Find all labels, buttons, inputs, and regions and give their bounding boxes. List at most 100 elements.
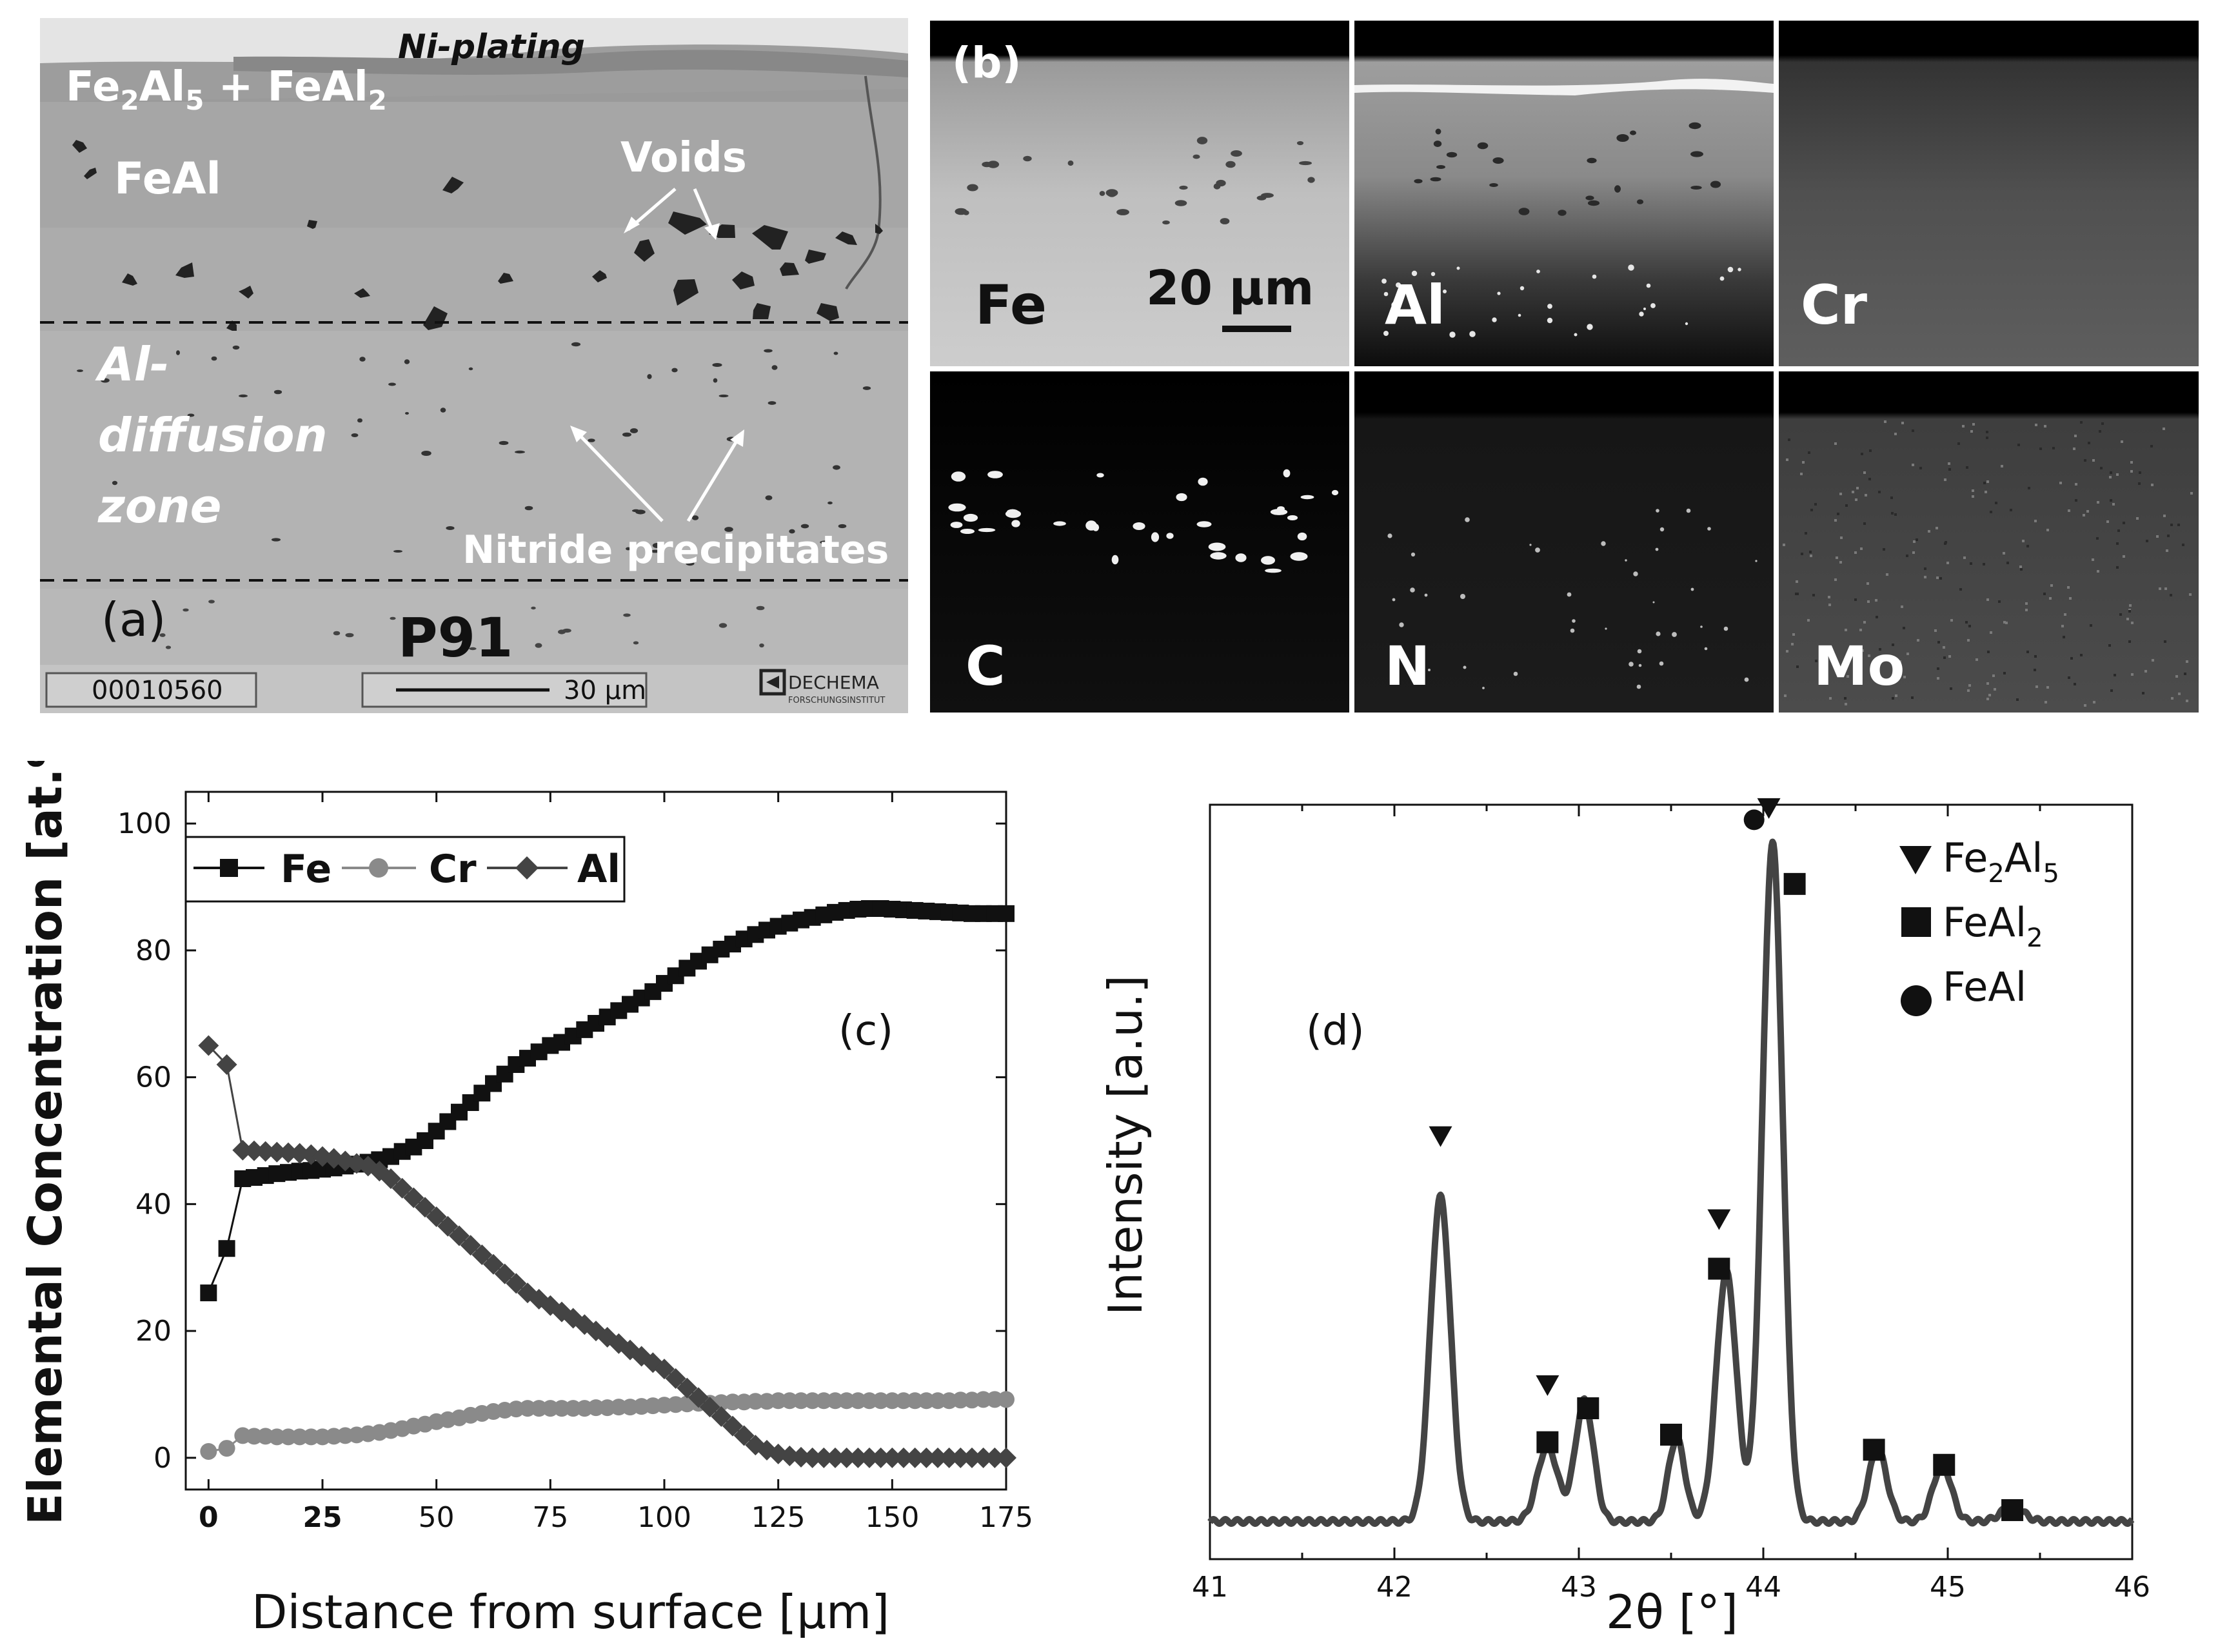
- nitride-spot: [1428, 669, 1431, 671]
- mo-map-noise: [1990, 511, 1992, 513]
- mo-map-noise: [1861, 649, 1864, 652]
- mo-map-noise: [2123, 522, 2125, 524]
- mo-map-noise: [1852, 491, 1854, 493]
- mo-map-noise: [2131, 622, 2134, 624]
- data-point-fe: [998, 905, 1015, 922]
- al-map-bright-spot: [1520, 286, 1525, 291]
- mo-map-noise: [1809, 551, 1812, 553]
- al-map-bright-spot: [1547, 317, 1553, 324]
- mo-map-noise: [1967, 639, 1970, 642]
- legend-feal2-marker: [1901, 907, 1931, 937]
- mo-map-noise: [2108, 644, 2111, 647]
- mo-map-noise: [1796, 580, 1798, 583]
- al-map-bright-spot: [1456, 266, 1460, 270]
- carbide-spot: [1290, 552, 1308, 561]
- fe-map-void: [1225, 161, 1236, 168]
- marker-feal: [1743, 809, 1765, 831]
- marker-fe2al5: [1429, 1126, 1452, 1147]
- marker-feal2: [1863, 1439, 1885, 1461]
- substrate-dot: [208, 600, 215, 604]
- mo-map-noise: [2189, 593, 2192, 596]
- al-map-void: [1435, 128, 1441, 135]
- data-point-al: [711, 1406, 732, 1427]
- substrate-dot: [122, 611, 127, 613]
- chart-c-ticks: 0 25 50 75 100 125 150 175 0 20 40 60 80 100: [117, 792, 1033, 1534]
- carbide-spot: [1011, 520, 1020, 527]
- al-map-void: [1489, 183, 1498, 187]
- nitride-precipitate-dot: [686, 561, 695, 566]
- data-point-al: [893, 1447, 914, 1468]
- mo-map-noise: [1829, 697, 1832, 700]
- al-map-void: [1430, 177, 1441, 182]
- void-shape: [72, 140, 87, 153]
- legend-feal-label: FeAl: [1943, 963, 2026, 1010]
- al-map-bright-spot: [1431, 271, 1436, 277]
- al-map-bright-spot: [1518, 313, 1521, 317]
- data-point-al: [403, 1187, 424, 1208]
- mo-map-noise: [1859, 629, 1862, 631]
- mo-map-noise: [1950, 619, 1953, 622]
- mo-map-noise: [1800, 473, 1803, 475]
- mo-map-noise: [2126, 618, 2129, 620]
- ni-plating-label: Ni-plating: [398, 28, 585, 66]
- nitride-precipitates-label: Nitride precipitates: [462, 527, 889, 573]
- al-map-surface-band: [1354, 79, 1774, 95]
- mo-map: [1779, 371, 2199, 713]
- substrate-dot: [623, 613, 631, 617]
- legend-feal-marker: [1901, 985, 1932, 1016]
- image-id-text: 00010560: [92, 676, 223, 705]
- cr-map: [1779, 21, 2199, 366]
- nitride-spot: [1424, 593, 1428, 597]
- mo-map-noise: [1892, 644, 1894, 646]
- panel-c-label: (c): [838, 1007, 893, 1055]
- panel-d-label: (d): [1306, 1007, 1365, 1055]
- data-point-al: [733, 1425, 755, 1446]
- substrate-dot: [345, 633, 354, 638]
- mo-map-noise: [1847, 675, 1849, 678]
- nitride-precipitate-dot: [827, 501, 833, 505]
- mo-map-noise: [1965, 621, 1968, 624]
- marker-feal2: [2001, 1499, 2024, 1521]
- carbide-spot: [1053, 521, 1066, 526]
- al-diffusion-label-2: diffusion: [98, 408, 328, 462]
- al-map-void: [1616, 134, 1629, 142]
- mo-map-noise: [1948, 468, 1951, 471]
- nitride-precipitate-dot: [767, 401, 777, 405]
- al-map-void: [1587, 157, 1597, 164]
- mo-map-noise: [1994, 688, 1996, 691]
- mo-map-noise: [1812, 594, 1815, 596]
- nitride-precipitate-dot: [652, 543, 662, 548]
- nitride-arrow-1: [574, 429, 664, 522]
- mo-map-noise: [1807, 619, 1810, 622]
- nitride-precipitate-dot: [405, 412, 409, 415]
- nitride-spot: [1567, 592, 1572, 597]
- voids-label: Voids: [620, 134, 747, 182]
- mo-map-noise: [1828, 604, 1831, 606]
- mo-map-noise: [1939, 577, 1942, 580]
- data-point-al: [278, 1142, 299, 1163]
- mo-map-noise: [1911, 696, 1914, 699]
- chart-c-ylabel: Elemental Concentration [at.%]: [18, 761, 72, 1525]
- mo-map-noise: [1950, 687, 1952, 690]
- mo-map-noise: [1944, 478, 1946, 481]
- data-point-al: [381, 1168, 401, 1190]
- nitride-spot: [1463, 665, 1467, 669]
- mo-map-noise: [2142, 692, 2144, 694]
- mo-map-noise: [1834, 578, 1837, 581]
- mo-map-noise: [2096, 537, 2099, 540]
- mo-map-noise: [1827, 653, 1829, 656]
- al-map-bright-spot: [1469, 331, 1476, 337]
- data-point-al: [460, 1235, 481, 1256]
- mo-map-noise: [2138, 482, 2141, 485]
- nitride-precipitate-dot: [440, 408, 446, 413]
- fe-map-void: [1179, 185, 1188, 190]
- x-tick-label: 45: [1930, 1571, 1966, 1604]
- nitride-spot: [1605, 627, 1607, 630]
- fe-map-void: [967, 184, 978, 192]
- nitride-spot: [1637, 649, 1642, 654]
- al-map-void: [1518, 208, 1530, 215]
- mo-map-noise: [2043, 593, 2046, 595]
- void-shape: [753, 303, 771, 319]
- mo-map-noise: [1894, 433, 1897, 435]
- panel-b-label: (b): [952, 38, 1022, 88]
